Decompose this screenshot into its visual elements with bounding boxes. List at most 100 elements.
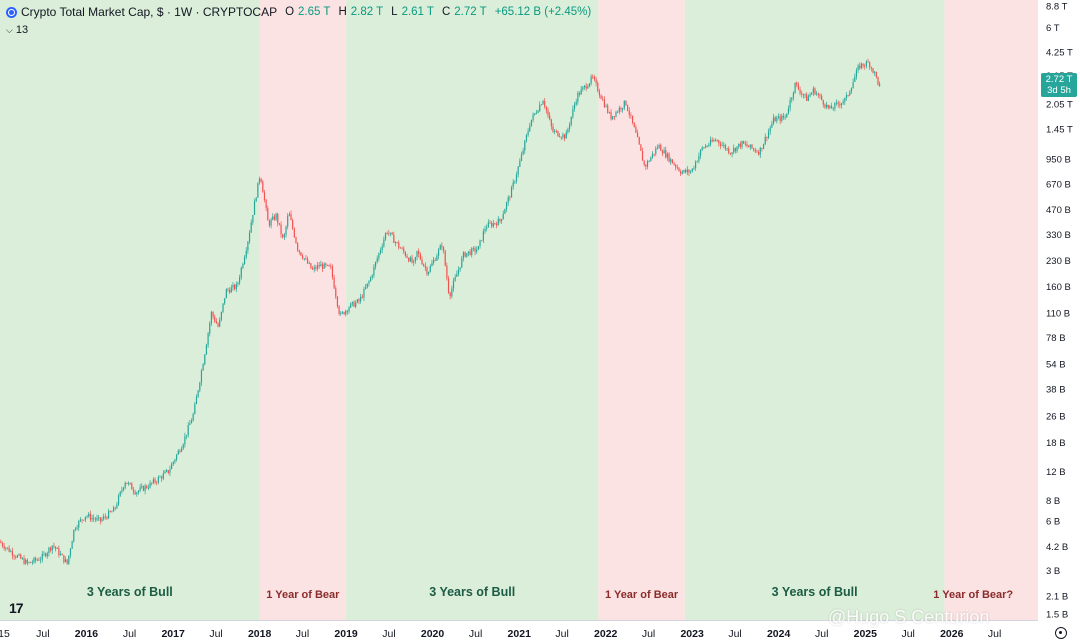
candle-body-477 bbox=[791, 97, 793, 100]
candle-body-279 bbox=[462, 252, 465, 259]
symbol-title[interactable]: Crypto Total Market Cap, $ · 1W · CRYPTO… bbox=[21, 5, 278, 19]
price-tick-label-2: 4.25 T bbox=[1046, 48, 1073, 59]
candle-body-267 bbox=[442, 247, 445, 251]
candle-body-327 bbox=[542, 101, 544, 105]
candle-body-461 bbox=[764, 136, 766, 144]
candle-body-490 bbox=[812, 88, 814, 93]
candle-body-471 bbox=[781, 115, 783, 121]
time-tick-label-14: 2022 bbox=[594, 628, 618, 640]
time-tick-label-20: 2025 bbox=[854, 628, 878, 640]
time-tick-label-7: Jul bbox=[296, 628, 309, 640]
candle-body-84 bbox=[139, 487, 141, 491]
candle-body-362 bbox=[600, 95, 602, 99]
candle-body-346 bbox=[573, 104, 576, 109]
candle-body-190 bbox=[315, 267, 317, 269]
candle-body-324 bbox=[537, 110, 539, 113]
candle-body-421 bbox=[698, 155, 700, 162]
candle-body-12 bbox=[20, 554, 22, 559]
candle-body-485 bbox=[804, 94, 806, 96]
candle-body-47 bbox=[78, 521, 80, 528]
candle-body-323 bbox=[535, 112, 538, 114]
candle-body-334 bbox=[554, 130, 556, 132]
candle-body-440 bbox=[729, 153, 732, 155]
time-tick-label-23: Jul bbox=[988, 628, 1001, 640]
candle-body-425 bbox=[704, 146, 707, 148]
gear-icon[interactable] bbox=[1055, 627, 1067, 639]
candle-body-473 bbox=[784, 117, 786, 119]
time-tick-label-15: Jul bbox=[642, 628, 655, 640]
tradingview-logo[interactable]: 17 bbox=[9, 600, 24, 616]
candle-body-522 bbox=[865, 61, 867, 67]
candle-body-301 bbox=[499, 218, 501, 222]
candle-body-206 bbox=[341, 312, 344, 314]
candle-body-212 bbox=[351, 301, 353, 304]
candle-body-325 bbox=[539, 104, 541, 111]
candle-body-365 bbox=[605, 105, 607, 107]
candle-body-151 bbox=[250, 222, 252, 233]
candle-body-364 bbox=[603, 99, 605, 107]
candle-body-159 bbox=[263, 192, 266, 200]
candle-body-493 bbox=[817, 93, 819, 96]
price-tick-label-17: 18 B bbox=[1046, 438, 1066, 449]
candle-body-474 bbox=[786, 113, 788, 118]
time-tick-label-22: 2026 bbox=[940, 628, 964, 640]
candle-body-495 bbox=[821, 95, 823, 100]
candle-body-259 bbox=[429, 266, 431, 272]
candle-body-136 bbox=[225, 289, 227, 299]
candle-body-179 bbox=[297, 243, 299, 251]
candle-body-180 bbox=[298, 250, 300, 253]
candle-body-478 bbox=[792, 92, 795, 98]
candle-body-219 bbox=[363, 288, 365, 298]
candle-body-390 bbox=[646, 161, 649, 167]
candle-body-236 bbox=[391, 232, 393, 235]
zone-bear-3 bbox=[598, 0, 685, 620]
symbol-legend: Crypto Total Market Cap, $ · 1W · CRYPTO… bbox=[6, 3, 591, 21]
candle-body-360 bbox=[597, 82, 599, 92]
candle-body-232 bbox=[384, 233, 387, 240]
candle-body-57 bbox=[94, 518, 96, 520]
candle-body-9 bbox=[15, 556, 17, 558]
last-price-value: 2.72 T bbox=[1045, 74, 1073, 85]
time-axis-background[interactable] bbox=[0, 620, 1080, 644]
candle-body-274 bbox=[454, 276, 456, 281]
candle-body-452 bbox=[749, 144, 751, 148]
candle-body-88 bbox=[146, 485, 148, 488]
candle-body-27 bbox=[44, 553, 47, 557]
candle-body-356 bbox=[590, 76, 592, 84]
candle-body-448 bbox=[743, 141, 745, 144]
candle-body-416 bbox=[690, 171, 692, 173]
candle-body-302 bbox=[500, 219, 503, 222]
candle-body-28 bbox=[46, 553, 48, 557]
candle-body-75 bbox=[124, 482, 126, 488]
candle-body-320 bbox=[530, 119, 533, 127]
indicator-toggle[interactable]: ⌵ 13 bbox=[6, 23, 28, 37]
candle-body-197 bbox=[326, 264, 329, 266]
zone-bull-4 bbox=[684, 0, 945, 620]
candle-body-273 bbox=[452, 280, 455, 289]
candle-body-156 bbox=[258, 178, 261, 183]
candle-body-144 bbox=[239, 277, 241, 283]
candle-body-130 bbox=[215, 321, 217, 324]
candle-body-198 bbox=[328, 264, 330, 267]
candle-body-238 bbox=[394, 242, 397, 243]
candle-body-295 bbox=[489, 222, 491, 224]
candle-body-289 bbox=[479, 240, 481, 246]
candle-body-110 bbox=[182, 444, 184, 449]
candle-body-30 bbox=[49, 547, 52, 551]
candle-body-336 bbox=[557, 131, 559, 137]
candle-body-35 bbox=[58, 548, 60, 556]
candle-body-293 bbox=[486, 227, 488, 229]
candle-body-237 bbox=[393, 234, 395, 243]
candle-body-221 bbox=[366, 283, 368, 288]
candle-body-294 bbox=[487, 222, 489, 228]
price-axis-background[interactable] bbox=[1038, 0, 1080, 644]
candle-body-133 bbox=[220, 311, 222, 320]
candle-body-100 bbox=[166, 470, 168, 472]
candle-body-191 bbox=[316, 265, 319, 269]
candle-body-484 bbox=[802, 93, 804, 96]
candle-body-511 bbox=[847, 95, 849, 96]
candle-body-482 bbox=[799, 89, 801, 94]
candle-body-519 bbox=[860, 63, 863, 69]
price-tick-label-14: 54 B bbox=[1046, 359, 1066, 370]
candle-body-19 bbox=[31, 562, 33, 563]
